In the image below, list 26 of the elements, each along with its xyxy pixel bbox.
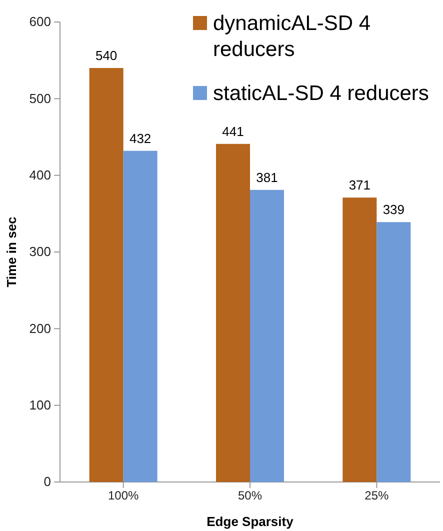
y-tick-label: 400 [29,167,51,182]
y-tick-label: 100 [29,397,51,412]
y-tick-label: 0 [44,474,51,490]
y-tick-label: 600 [29,14,51,30]
y-tick-label: 500 [29,90,51,106]
bar [342,198,377,482]
bar [376,222,411,482]
bar [216,144,250,482]
data-label: 381 [256,170,278,185]
y-axis-title: Time in sec [4,216,19,288]
data-label: 371 [348,178,371,193]
data-label: 540 [95,48,118,63]
y-tick-label: 300 [29,244,51,260]
bar [250,190,284,482]
bar [123,150,158,482]
data-label: 339 [382,202,405,218]
x-tick-label: 100% [108,488,140,503]
y-tick-label: 200 [29,320,51,336]
x-axis-title: Edge Sparsity [206,514,294,529]
data-label: 441 [222,124,244,139]
x-tick-label: 50% [238,488,262,503]
bar [89,68,124,482]
x-tick-label: 25% [364,488,389,503]
data-label: 432 [129,130,152,146]
legend-label: dynamicAL-SD 4 reducers [213,12,371,61]
legend-label: staticAL-SD 4 reducers [213,82,429,105]
